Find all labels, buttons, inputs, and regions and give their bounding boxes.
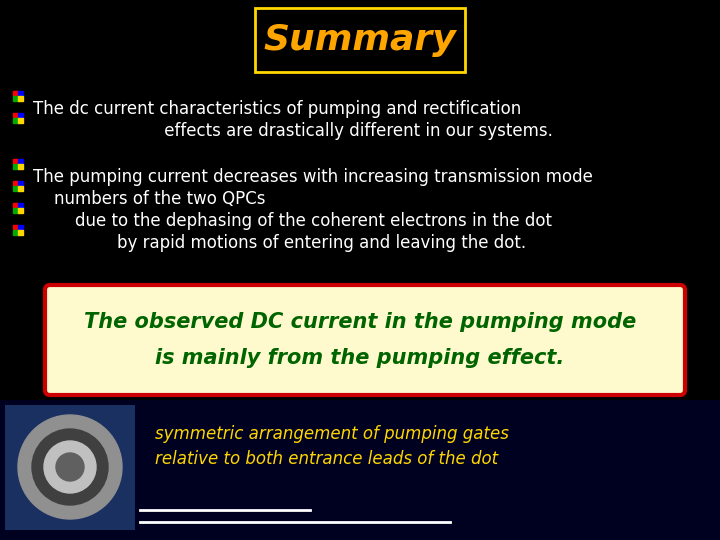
Text: relative to both entrance leads of the dot: relative to both entrance leads of the d… [155, 450, 498, 468]
Bar [13, 164, 18, 169]
Bar [13, 118, 18, 123]
Text: symmetric arrangement of pumping gates: symmetric arrangement of pumping gates [155, 425, 509, 443]
Bar [18, 118, 23, 123]
Bar [18, 164, 23, 169]
Bar [18, 225, 23, 230]
Bar [13, 91, 18, 96]
Text: due to the dephasing of the coherent electrons in the dot: due to the dephasing of the coherent ele… [33, 212, 552, 230]
Bar [18, 203, 23, 208]
Text: effects are drastically different in our systems.: effects are drastically different in our… [33, 122, 553, 140]
Bar [255, 8, 465, 72]
Bar [13, 186, 18, 191]
Bar [13, 225, 18, 230]
Bar [18, 230, 23, 235]
Bar [13, 203, 18, 208]
Bar [13, 96, 18, 101]
Text: The observed DC current in the pumping mode: The observed DC current in the pumping m… [84, 312, 636, 332]
Bar [13, 181, 18, 186]
Bar [18, 91, 23, 96]
Bar [13, 113, 18, 118]
Bar [5, 405, 135, 530]
Bar [18, 113, 23, 118]
Bar [13, 159, 18, 164]
FancyBboxPatch shape [45, 285, 685, 395]
Circle shape [56, 453, 84, 481]
Text: numbers of the two QPCs: numbers of the two QPCs [33, 190, 266, 208]
Text: Summary: Summary [264, 23, 456, 57]
Bar [18, 181, 23, 186]
Bar [0, 400, 720, 540]
Text: The pumping current decreases with increasing transmission mode: The pumping current decreases with incre… [33, 168, 593, 186]
Circle shape [18, 415, 122, 519]
Text: is mainly from the pumping effect.: is mainly from the pumping effect. [156, 348, 564, 368]
Bar [18, 208, 23, 213]
Text: by rapid motions of entering and leaving the dot.: by rapid motions of entering and leaving… [33, 234, 526, 252]
Circle shape [32, 429, 108, 505]
Bar [13, 230, 18, 235]
Bar [18, 159, 23, 164]
Bar [18, 186, 23, 191]
Bar [13, 208, 18, 213]
Bar [18, 96, 23, 101]
Text: The dc current characteristics of pumping and rectification: The dc current characteristics of pumpin… [33, 100, 521, 118]
Circle shape [44, 441, 96, 493]
